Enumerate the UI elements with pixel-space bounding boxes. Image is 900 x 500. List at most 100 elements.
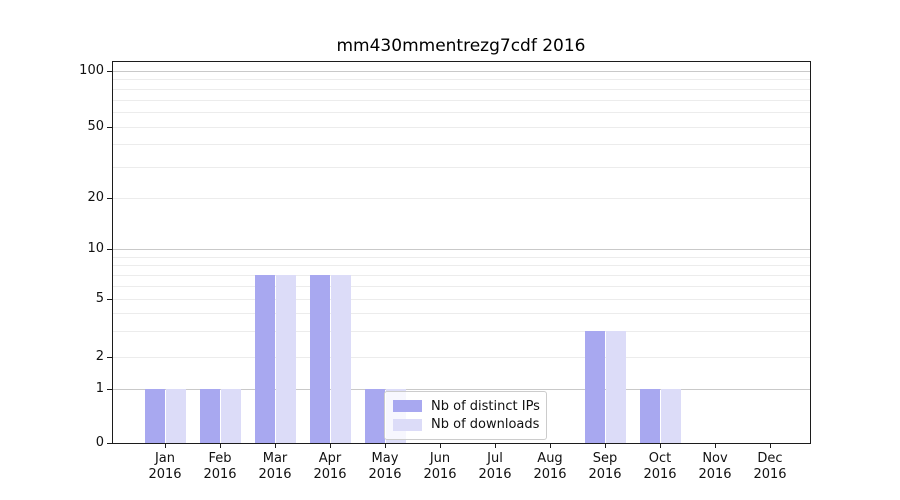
y-tickmark	[107, 443, 112, 444]
y-tickmark	[107, 71, 112, 72]
x-tickmark	[715, 444, 716, 448]
x-tick-year: 2016	[588, 467, 622, 482]
x-tick-month: Sep	[592, 451, 618, 466]
x-tick-month: May	[371, 451, 399, 466]
x-tick-label: Oct 2016	[632, 451, 688, 483]
bar-distinct-ips-jan	[144, 389, 165, 443]
y-tick-label: 100	[79, 63, 104, 78]
x-tick-year: 2016	[368, 467, 402, 482]
x-tick-month: Jan	[154, 451, 176, 466]
bar-distinct-ips-feb	[199, 389, 220, 443]
x-tickmark	[495, 444, 496, 448]
x-tick-year: 2016	[148, 467, 182, 482]
legend-label-distinct-ips: Nb of distinct IPs	[431, 398, 540, 414]
x-tick-month: Nov	[702, 451, 728, 466]
y-tickmark	[107, 389, 112, 390]
bar-distinct-ips-oct	[639, 389, 660, 443]
minor-gridline	[113, 313, 810, 314]
y-tick-label: 1	[95, 381, 104, 396]
x-tick-label: Apr 2016	[302, 451, 358, 483]
x-tick-label: Dec 2016	[742, 451, 798, 483]
minor-gridline	[113, 275, 810, 276]
bar-distinct-ips-apr	[309, 274, 330, 443]
legend-label-downloads: Nb of downloads	[431, 417, 540, 433]
minor-gridline	[113, 167, 810, 168]
axis-spine-top	[112, 61, 811, 62]
minor-gridline	[113, 257, 810, 258]
x-tick-label: Sep 2016	[577, 451, 633, 483]
y-tick-label: 50	[87, 119, 104, 134]
bar-downloads-feb	[220, 389, 241, 443]
minor-gridline	[113, 89, 810, 90]
x-tick-month: Jul	[487, 451, 503, 466]
bar-distinct-ips-may	[364, 389, 385, 443]
major-gridline	[113, 389, 810, 390]
minor-gridline	[113, 357, 810, 358]
y-tickmark	[107, 357, 112, 358]
y-tick-label: 0	[95, 435, 104, 450]
x-tick-year: 2016	[478, 467, 512, 482]
x-tickmark	[385, 444, 386, 448]
x-tick-year: 2016	[533, 467, 567, 482]
bar-downloads-apr	[330, 274, 351, 443]
x-tickmark	[440, 444, 441, 448]
axis-spine-left	[112, 61, 113, 444]
x-tick-label: Jan 2016	[137, 451, 193, 483]
x-tick-year: 2016	[753, 467, 787, 482]
minor-gridline	[113, 331, 810, 332]
minor-gridline	[113, 299, 810, 300]
legend-swatch-downloads	[393, 418, 422, 431]
y-tickmark	[107, 127, 112, 128]
y-tickmark	[107, 198, 112, 199]
x-tick-label: Mar 2016	[247, 451, 303, 483]
y-tickmark	[107, 299, 112, 300]
x-tick-label: Aug 2016	[522, 451, 578, 483]
minor-gridline	[113, 79, 810, 80]
x-tick-month: Dec	[757, 451, 783, 466]
x-tick-year: 2016	[258, 467, 292, 482]
x-tickmark	[770, 444, 771, 448]
major-gridline	[113, 71, 810, 72]
x-tickmark	[550, 444, 551, 448]
bar-distinct-ips-mar	[254, 274, 275, 443]
x-tickmark	[220, 444, 221, 448]
x-tickmark	[330, 444, 331, 448]
x-tick-month: Jun	[429, 451, 451, 466]
minor-gridline	[113, 265, 810, 266]
bar-downloads-jan	[165, 389, 186, 443]
x-tick-year: 2016	[423, 467, 457, 482]
x-tick-label: Nov 2016	[687, 451, 743, 483]
x-tick-label: Jun 2016	[412, 451, 468, 483]
y-tick-label: 5	[95, 291, 104, 306]
x-tickmark	[605, 444, 606, 448]
legend-entry-downloads: Nb of downloads	[393, 416, 540, 433]
bar-distinct-ips-sep	[584, 331, 605, 443]
axis-spine-bottom	[112, 443, 811, 444]
x-tick-label: Feb 2016	[192, 451, 248, 483]
x-tickmark	[660, 444, 661, 448]
y-tick-label: 20	[87, 190, 104, 205]
minor-gridline	[113, 112, 810, 113]
x-tickmark	[275, 444, 276, 448]
minor-gridline	[113, 144, 810, 145]
minor-gridline	[113, 198, 810, 199]
x-tick-month: Apr	[318, 451, 342, 466]
x-tick-month: Mar	[262, 451, 288, 466]
x-tick-month: Aug	[537, 451, 563, 466]
minor-gridline	[113, 100, 810, 101]
bar-downloads-mar	[275, 274, 296, 443]
x-tick-year: 2016	[313, 467, 347, 482]
legend-swatch-distinct-ips	[393, 400, 422, 413]
y-tick-label: 10	[87, 241, 104, 256]
legend-entry-distinct-ips: Nb of distinct IPs	[393, 398, 540, 415]
major-gridline	[113, 249, 810, 250]
legend: Nb of distinct IPs Nb of downloads	[384, 391, 547, 440]
minor-gridline	[113, 127, 810, 128]
minor-gridline	[113, 286, 810, 287]
x-tick-label: May 2016	[357, 451, 413, 483]
x-tickmark	[165, 444, 166, 448]
bar-downloads-sep	[605, 331, 626, 443]
y-tick-label: 2	[95, 349, 104, 364]
x-tick-month: Feb	[208, 451, 232, 466]
